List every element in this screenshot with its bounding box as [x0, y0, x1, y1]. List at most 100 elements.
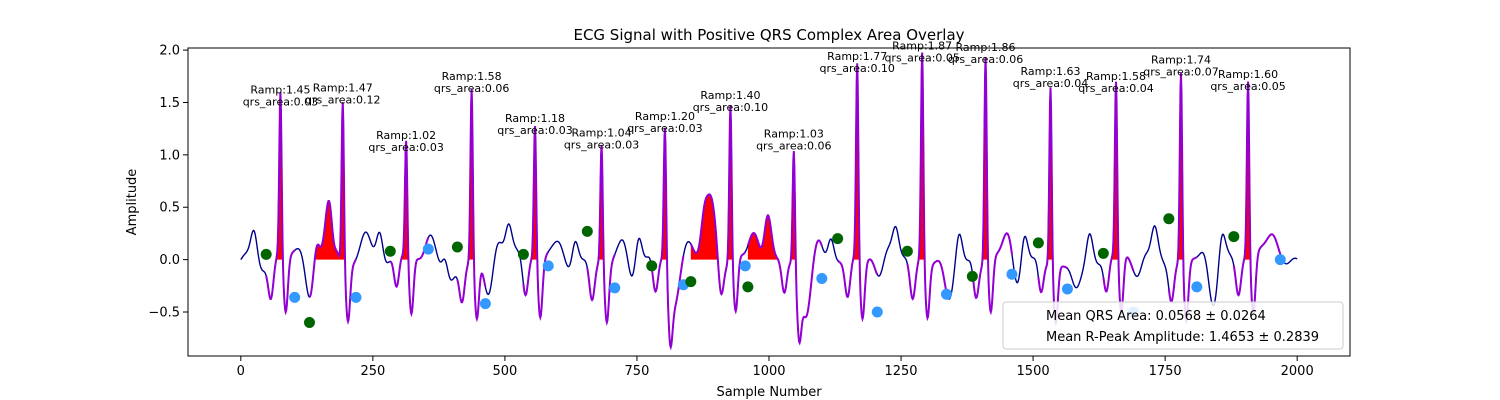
- r-amp-annotation: Ramp:1.18: [505, 112, 565, 125]
- r-amp-annotation: Ramp:1.86: [956, 41, 1016, 54]
- qrs-segment: [1167, 73, 1198, 325]
- x-tick-label: 1000: [752, 364, 785, 379]
- qrs-onset-marker: [451, 241, 463, 253]
- legend-box: [1002, 301, 1344, 350]
- qrs-segment: [689, 105, 747, 315]
- y-tick-label: −0.5: [148, 306, 180, 321]
- qrs-area-annotation: qrs_area:0.06: [948, 53, 1023, 66]
- qrs-offset-marker: [940, 288, 952, 300]
- r-amp-annotation: Ramp:1.77: [827, 50, 887, 63]
- qrs-area-fill: [690, 105, 734, 260]
- qrs-segment: [836, 63, 879, 323]
- r-amp-annotation: Ramp:1.58: [1086, 70, 1146, 83]
- qrs-area-annotation: qrs_area:0.07: [1143, 65, 1218, 78]
- r-amp-annotation: Ramp:1.45: [250, 84, 310, 97]
- qrs-offset-marker: [1191, 281, 1203, 293]
- qrs-offset-marker: [542, 260, 554, 272]
- r-amp-annotation: Ramp:1.04: [572, 127, 632, 140]
- legend-entry-r-amplitude: Mean R-Peak Amplitude: 1.4653 ± 0.2839: [1046, 330, 1319, 345]
- r-amp-annotation: Ramp:1.40: [700, 89, 760, 102]
- qrs-offset-marker: [1006, 268, 1018, 280]
- x-tick-label: 1250: [884, 364, 917, 379]
- qrs-area-annotation: qrs_area:0.03: [368, 141, 443, 154]
- r-amp-annotation: Ramp:1.74: [1151, 53, 1211, 66]
- qrs-segment: [389, 140, 430, 318]
- x-tick-label: 1500: [1017, 364, 1050, 379]
- qrs-onset-marker: [685, 276, 697, 288]
- legend: Mean QRS Area: 0.0568 ± 0.0264 Mean R-Pe…: [1002, 301, 1344, 350]
- y-axis-label: Amplitude: [125, 169, 140, 236]
- qrs-onset-marker: [260, 248, 272, 260]
- qrs-area-annotation: qrs_area:0.06: [434, 82, 509, 95]
- qrs-segment: [650, 127, 685, 351]
- r-amp-annotation: Ramp:1.02: [376, 129, 436, 142]
- qrs-onset-marker: [832, 233, 844, 245]
- qrs-segment: [906, 52, 948, 322]
- y-axis-ticks: −0.5 0.0 0.5 1.0 1.5 2.0: [148, 44, 188, 321]
- qrs-offset-marker: [422, 243, 434, 255]
- y-tick-label: 0.0: [159, 253, 180, 268]
- qrs-onset-marker: [384, 245, 396, 257]
- r-amp-annotation: Ramp:1.58: [442, 70, 502, 83]
- y-tick-label: 1.5: [159, 96, 180, 111]
- qrs-segment: [586, 144, 616, 327]
- qrs-onset-marker: [1228, 231, 1240, 243]
- x-tick-label: 1750: [1149, 364, 1182, 379]
- y-tick-label: 0.5: [159, 201, 180, 216]
- qrs-offset-marker: [479, 298, 491, 310]
- qrs-offset-marker: [350, 291, 362, 303]
- x-tick-label: 750: [625, 364, 650, 379]
- qrs-onset-marker: [742, 281, 754, 293]
- r-amp-annotation: Ramp:1.03: [764, 128, 824, 141]
- legend-entry-qrs-area: Mean QRS Area: 0.0568 ± 0.0264: [1046, 309, 1266, 324]
- qrs-segment: [308, 102, 357, 325]
- x-tick-label: 0: [237, 364, 245, 379]
- qrs-area-annotation: qrs_area:0.03: [627, 122, 702, 135]
- qrs-area-annotation: qrs_area:0.03: [243, 96, 318, 109]
- qrs-onset-marker: [966, 270, 978, 282]
- y-tick-label: 2.0: [159, 44, 180, 59]
- r-amp-annotation: Ramp:1.63: [1020, 65, 1080, 78]
- r-amp-annotation: Ramp:1.47: [313, 82, 373, 95]
- qrs-onset-marker: [901, 245, 913, 257]
- qrs-onset-marker: [1097, 247, 1109, 259]
- qrs-area-annotation: qrs_area:0.05: [884, 52, 959, 65]
- y-tick-label: 1.0: [159, 148, 180, 163]
- r-amp-annotation: Ramp:1.87: [892, 40, 952, 53]
- chart-title: ECG Signal with Positive QRS Complex Are…: [573, 26, 964, 44]
- qrs-offset-marker: [289, 291, 301, 303]
- qrs-area-annotation: qrs_area:0.06: [756, 140, 831, 153]
- qrs-segment: [1232, 81, 1282, 318]
- qrs-onset-marker: [1163, 213, 1175, 225]
- x-tick-label: 500: [492, 364, 517, 379]
- x-tick-label: 2000: [1281, 364, 1314, 379]
- qrs-segment: [746, 151, 823, 346]
- qrs-onset-marker: [1032, 237, 1044, 249]
- r-peak-annotations: Ramp:1.45qrs_area:0.03Ramp:1.47qrs_area:…: [243, 40, 1286, 154]
- qrs-area-fill: [651, 127, 669, 260]
- r-amp-annotation: Ramp:1.20: [635, 110, 695, 123]
- qrs-onset-marker: [581, 225, 593, 237]
- qrs-segment: [1102, 81, 1135, 316]
- qrs-area-annotation: qrs_area:0.04: [1078, 82, 1153, 95]
- qrs-area-annotation: qrs_area:0.10: [693, 101, 768, 114]
- qrs-segment: [1037, 87, 1069, 327]
- qrs-offset-marker: [609, 282, 621, 294]
- qrs-segment: [971, 57, 1013, 316]
- qrs-offset-marker: [1274, 254, 1286, 266]
- qrs-area-annotation: qrs_area:0.03: [564, 139, 639, 152]
- qrs-offset-marker: [739, 260, 751, 272]
- qrs-offset-marker: [871, 306, 883, 318]
- r-amp-annotation: Ramp:1.60: [1218, 68, 1278, 81]
- qrs-offset-marker: [816, 272, 828, 284]
- qrs-area-annotation: qrs_area:0.04: [1013, 77, 1088, 90]
- qrs-segment: [265, 92, 296, 316]
- qrs-onset-marker: [303, 316, 315, 328]
- ecg-signal-line: [240, 52, 1298, 351]
- qrs-offset-marker: [1061, 283, 1073, 295]
- qrs-area-annotation: qrs_area:0.05: [1210, 80, 1285, 93]
- qrs-onset-marker: [646, 260, 658, 272]
- qrs-area-annotation: qrs_area:0.12: [305, 94, 380, 107]
- qrs-onset-marker: [517, 248, 529, 260]
